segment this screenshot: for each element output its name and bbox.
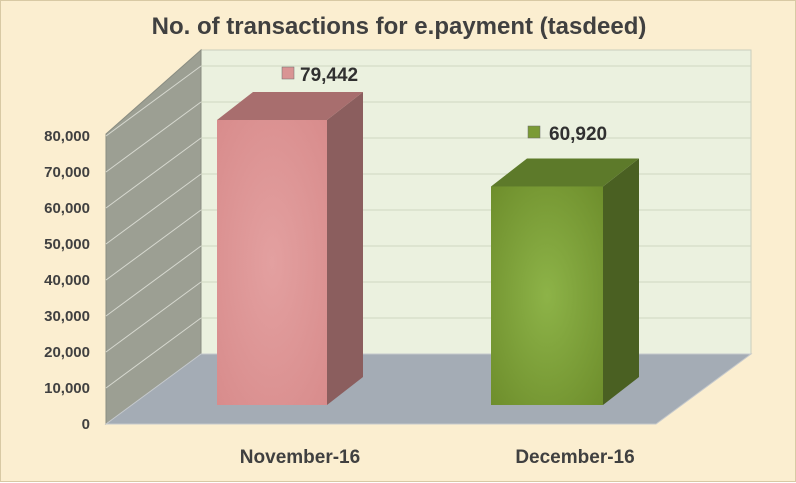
y-tick-label: 30,000 — [44, 308, 90, 325]
y-tick-label: 60,000 — [44, 200, 90, 217]
gridline-side — [105, 65, 202, 137]
gridline-side — [105, 317, 202, 389]
bar-side-2 — [603, 158, 639, 405]
bar-side-1 — [327, 92, 363, 405]
gridline-side — [105, 245, 202, 317]
data-label: 60,920 — [549, 124, 607, 145]
bar-2 — [491, 186, 603, 405]
gridline-side — [105, 101, 202, 173]
y-tick-label: 0 — [82, 416, 90, 433]
y-tick-label: 70,000 — [44, 164, 90, 181]
y-tick-label: 80,000 — [44, 128, 90, 145]
x-tick-label: November-16 — [240, 447, 360, 468]
data-label-key — [281, 66, 295, 80]
gridline-side — [105, 173, 202, 245]
y-tick-label: 20,000 — [44, 344, 90, 361]
bar-top-2 — [491, 158, 639, 187]
y-tick-label: 50,000 — [44, 236, 90, 253]
data-label-key — [527, 125, 541, 139]
gridline-side — [105, 137, 202, 209]
bar-1 — [217, 120, 327, 405]
x-tick-label: December-16 — [515, 447, 634, 468]
gridline-side — [105, 281, 202, 353]
data-label: 79,442 — [300, 65, 358, 86]
y-tick-label: 10,000 — [44, 380, 90, 397]
floor — [104, 353, 753, 425]
bar-top-1 — [217, 92, 363, 121]
y-tick-label: 40,000 — [44, 272, 90, 289]
gridline-side — [105, 209, 202, 281]
chart-title: No. of transactions for e.payment (tasde… — [151, 13, 647, 40]
